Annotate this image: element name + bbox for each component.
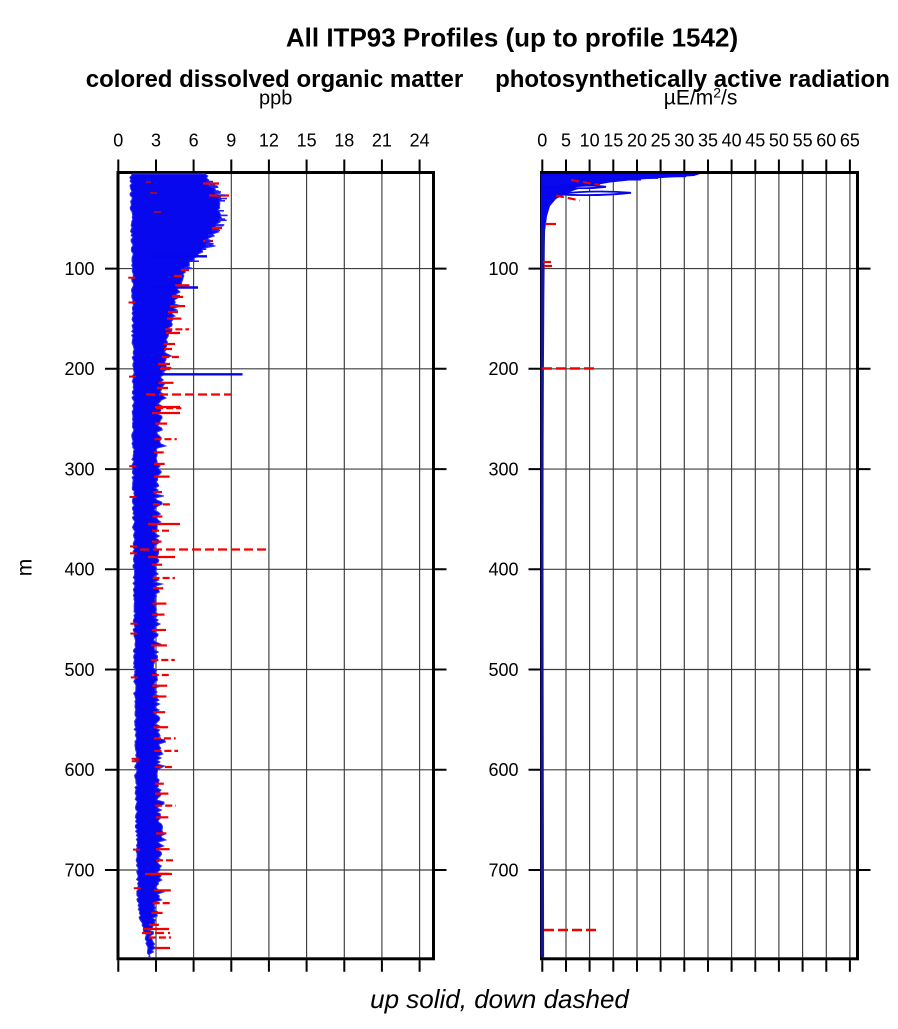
svg-text:100: 100 [488, 259, 518, 279]
svg-text:photosynthetically active radi: photosynthetically active radiation [495, 66, 890, 93]
svg-text:55: 55 [793, 131, 813, 151]
svg-text:65: 65 [840, 131, 860, 151]
svg-text:35: 35 [698, 131, 718, 151]
svg-text:24: 24 [410, 131, 430, 151]
svg-text:15: 15 [603, 131, 623, 151]
svg-text:colored dissolved organic matt: colored dissolved organic matter [86, 66, 463, 93]
svg-text:500: 500 [64, 660, 94, 680]
svg-text:µE/m2/s: µE/m2/s [664, 85, 738, 110]
svg-text:0: 0 [113, 131, 123, 151]
svg-text:200: 200 [488, 359, 518, 379]
svg-text:15: 15 [297, 131, 317, 151]
svg-text:18: 18 [334, 131, 354, 151]
svg-text:50: 50 [769, 131, 789, 151]
svg-text:700: 700 [488, 860, 518, 880]
svg-text:10: 10 [580, 131, 600, 151]
svg-text:5: 5 [561, 131, 571, 151]
svg-text:up solid, down dashed: up solid, down dashed [370, 984, 630, 1014]
svg-text:25: 25 [651, 131, 671, 151]
svg-text:3: 3 [151, 131, 161, 151]
svg-text:40: 40 [722, 131, 742, 151]
svg-text:6: 6 [189, 131, 199, 151]
svg-text:300: 300 [64, 459, 94, 479]
svg-text:600: 600 [488, 760, 518, 780]
svg-text:400: 400 [488, 560, 518, 580]
svg-text:20: 20 [627, 131, 647, 151]
svg-text:All ITP93 Profiles (up to prof: All ITP93 Profiles (up to profile 1542) [286, 23, 738, 53]
svg-text:9: 9 [226, 131, 236, 151]
svg-text:12: 12 [259, 131, 279, 151]
svg-text:60: 60 [816, 131, 836, 151]
svg-text:30: 30 [674, 131, 694, 151]
svg-text:m: m [14, 559, 37, 577]
svg-text:ppb: ppb [259, 88, 292, 110]
svg-text:700: 700 [64, 860, 94, 880]
svg-text:45: 45 [745, 131, 765, 151]
svg-text:21: 21 [372, 131, 392, 151]
svg-text:400: 400 [64, 560, 94, 580]
svg-text:300: 300 [488, 459, 518, 479]
svg-text:0: 0 [537, 131, 547, 151]
svg-text:200: 200 [64, 359, 94, 379]
svg-text:600: 600 [64, 760, 94, 780]
svg-text:500: 500 [488, 660, 518, 680]
svg-text:100: 100 [64, 259, 94, 279]
